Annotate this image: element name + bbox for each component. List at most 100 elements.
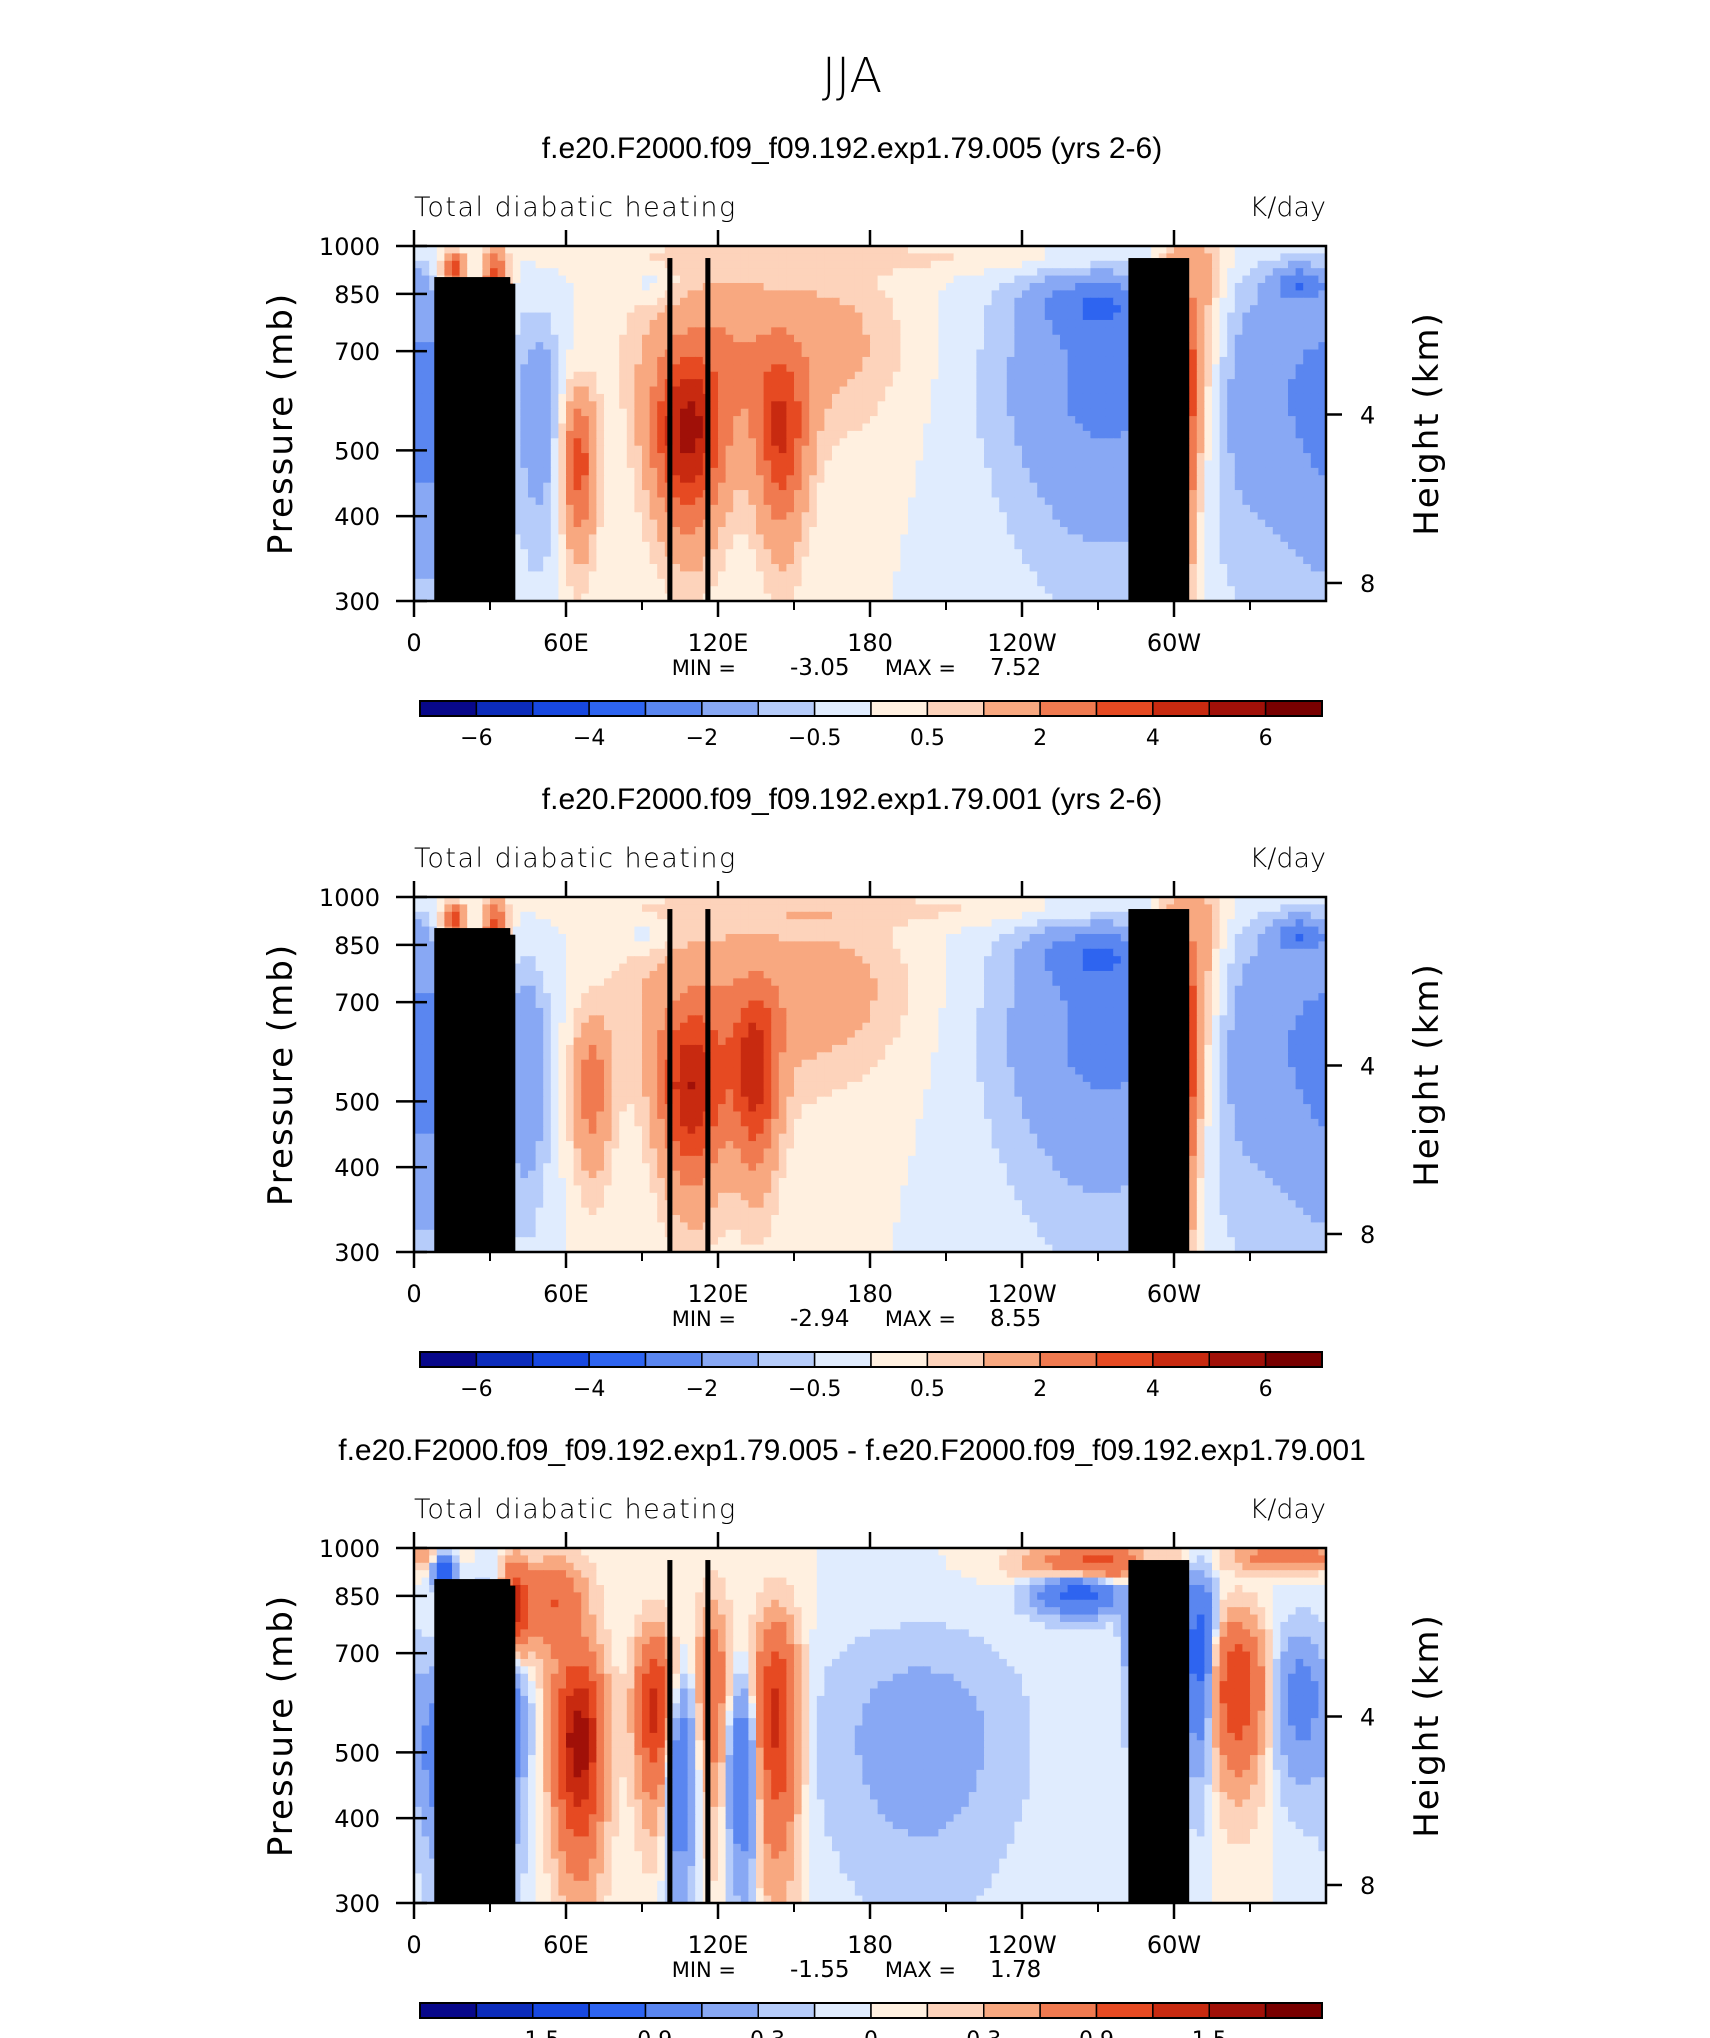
heatmap-cell: [1250, 475, 1258, 483]
heatmap-cell: [916, 268, 924, 276]
heatmap-cell: [938, 401, 946, 409]
heatmap-cell: [1311, 446, 1319, 454]
heatmap-cell: [893, 261, 901, 269]
heatmap-cell: [1273, 357, 1281, 365]
heatmap-cell: [733, 253, 741, 261]
heatmap-cell: [1090, 460, 1098, 468]
heatmap-cell: [596, 298, 604, 306]
heatmap-cell: [1007, 512, 1015, 520]
heatmap-cell: [779, 305, 787, 313]
heatmap-cell: [1045, 460, 1053, 468]
heatmap-cell: [718, 409, 726, 417]
heatmap-cell: [794, 372, 802, 380]
heatmap-cell: [1030, 350, 1038, 358]
heatmap-cell: [543, 298, 551, 306]
heatmap-cell: [1311, 335, 1319, 343]
heatmap-cell: [634, 290, 642, 298]
heatmap-cell: [1098, 335, 1106, 343]
heatmap-cell: [984, 512, 992, 520]
heatmap-cell: [908, 253, 916, 261]
heatmap-cell: [452, 253, 460, 261]
heatmap-cell: [1265, 401, 1273, 409]
heatmap-cell: [946, 424, 954, 432]
heatmap-cell: [741, 520, 749, 528]
heatmap-cell: [650, 497, 658, 505]
heatmap-cell: [1106, 401, 1114, 409]
heatmap-cell: [1288, 424, 1296, 432]
heatmap-cell: [695, 394, 703, 402]
heatmap-cell: [764, 409, 772, 417]
heatmap-cell: [1280, 416, 1288, 424]
heatmap-cell: [1204, 268, 1212, 276]
heatmap-cell: [1022, 446, 1030, 454]
heatmap-cell: [824, 372, 832, 380]
heatmap-cell: [1265, 357, 1273, 365]
heatmap-cell: [840, 497, 848, 505]
heatmap-cell: [627, 446, 635, 454]
heatmap-cell: [1273, 379, 1281, 387]
heatmap-cell: [992, 387, 1000, 395]
heatmap-cell: [786, 290, 794, 298]
heatmap-cell: [878, 512, 886, 520]
heatmap-cell: [680, 453, 688, 461]
heatmap-cell: [885, 261, 893, 269]
heatmap-cell: [1273, 261, 1281, 269]
heatmap-cell: [893, 520, 901, 528]
heatmap-cell: [612, 276, 620, 284]
heatmap-cell: [1296, 505, 1304, 513]
heatmap-cell: [1113, 387, 1121, 395]
heatmap-cell: [764, 512, 772, 520]
heatmap-cell: [832, 409, 840, 417]
heatmap-cell: [726, 542, 734, 550]
heatmap-cell: [1007, 387, 1015, 395]
heatmap-cell: [786, 320, 794, 328]
heatmap-cell: [748, 542, 756, 550]
heatmap-cell: [619, 446, 627, 454]
heatmap-cell: [574, 394, 582, 402]
heatmap-cell: [1227, 387, 1235, 395]
heatmap-cell: [992, 401, 1000, 409]
heatmap-cell: [847, 534, 855, 542]
heatmap-cell: [589, 460, 597, 468]
heatmap-cell: [437, 261, 445, 269]
heatmap-cell: [1068, 409, 1076, 417]
heatmap-cell: [1106, 379, 1114, 387]
heatmap-cell: [1242, 534, 1250, 542]
heatmap-cell: [1227, 335, 1235, 343]
heatmap-cell: [771, 534, 779, 542]
heatmap-cell: [1303, 409, 1311, 417]
heatmap-cell: [969, 298, 977, 306]
heatmap-cell: [596, 320, 604, 328]
heatmap-cell: [1068, 372, 1076, 380]
heatmap-cell: [1090, 320, 1098, 328]
heatmap-cell: [528, 505, 536, 513]
heatmap-cell: [748, 364, 756, 372]
heatmap-cell: [596, 335, 604, 343]
heatmap-cell: [1083, 372, 1091, 380]
heatmap-cell: [558, 438, 566, 446]
heatmap-cell: [574, 542, 582, 550]
heatmap-cell: [748, 394, 756, 402]
heatmap-cell: [1288, 527, 1296, 535]
heatmap-cell: [1113, 475, 1121, 483]
heatmap-cell: [938, 320, 946, 328]
heatmap-cell: [976, 268, 984, 276]
heatmap-cell: [1075, 290, 1083, 298]
heatmap-cell: [878, 350, 886, 358]
heatmap-cell: [893, 468, 901, 476]
heatmap-cell: [931, 276, 939, 284]
heatmap-cell: [748, 401, 756, 409]
heatmap-cell: [650, 468, 658, 476]
heatmap-cell: [1227, 253, 1235, 261]
heatmap-cell: [817, 505, 825, 513]
heatmap-cell: [528, 276, 536, 284]
heatmap-cell: [627, 394, 635, 402]
heatmap-cell: [422, 387, 430, 395]
heatmap-cell: [1106, 416, 1114, 424]
heatmap-cell: [992, 468, 1000, 476]
heatmap-cell: [619, 490, 627, 498]
heatmap-cell: [809, 342, 817, 350]
heatmap-cell: [885, 468, 893, 476]
heatmap-cell: [604, 379, 612, 387]
heatmap-cell: [1235, 342, 1243, 350]
